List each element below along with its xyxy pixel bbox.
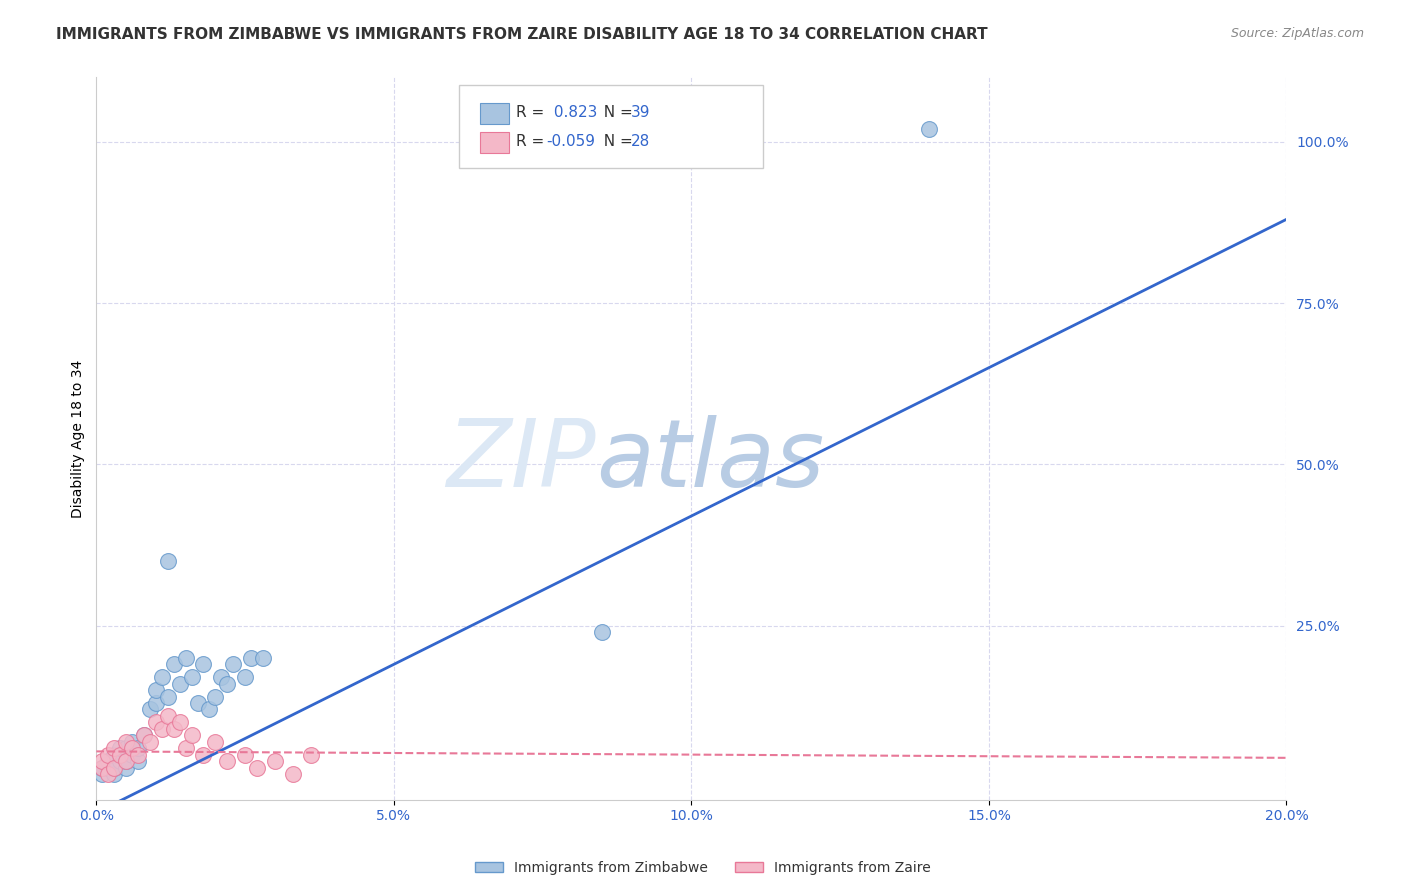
Point [240, 651, 263, 665]
Point [156, 690, 179, 704]
Point [174, 741, 197, 756]
Point [97, 760, 120, 774]
Point [591, 625, 613, 640]
Point [121, 735, 143, 749]
Text: R =: R = [516, 105, 550, 120]
FancyBboxPatch shape [460, 85, 763, 168]
Point [145, 696, 167, 710]
Point [193, 657, 215, 672]
Text: -0.059: -0.059 [546, 134, 595, 149]
Point [103, 747, 125, 762]
Point [103, 760, 125, 774]
Point [97, 754, 120, 768]
Point [139, 702, 162, 716]
Point [156, 709, 179, 723]
FancyBboxPatch shape [479, 132, 509, 153]
Point [145, 683, 167, 698]
Point [204, 690, 226, 704]
Point [252, 651, 274, 665]
Point [97, 767, 120, 781]
Point [169, 676, 191, 690]
Point [156, 554, 179, 568]
Point [91, 760, 114, 774]
Text: 0.823: 0.823 [548, 105, 598, 120]
Point [209, 670, 232, 684]
Point [150, 670, 173, 684]
Point [127, 754, 149, 768]
Point [103, 760, 125, 774]
Point [127, 741, 149, 756]
Point [103, 741, 125, 756]
Text: R =: R = [516, 134, 550, 149]
Point [163, 657, 186, 672]
Text: atlas: atlas [596, 415, 824, 506]
Text: IMMIGRANTS FROM ZIMBABWE VS IMMIGRANTS FROM ZAIRE DISABILITY AGE 18 TO 34 CORREL: IMMIGRANTS FROM ZIMBABWE VS IMMIGRANTS F… [56, 27, 988, 42]
Point [108, 747, 131, 762]
Point [233, 747, 256, 762]
Point [204, 735, 226, 749]
Point [91, 760, 114, 774]
Point [91, 767, 114, 781]
Text: 28: 28 [631, 134, 650, 149]
Point [91, 754, 114, 768]
Point [193, 747, 215, 762]
Point [132, 728, 155, 742]
Point [139, 735, 162, 749]
Point [222, 657, 245, 672]
Point [174, 651, 197, 665]
Text: N =: N = [593, 134, 637, 149]
Point [169, 715, 191, 730]
Point [103, 767, 125, 781]
Point [150, 722, 173, 736]
Point [163, 722, 186, 736]
Point [918, 122, 941, 136]
Point [115, 735, 138, 749]
Point [217, 676, 239, 690]
Point [246, 760, 269, 774]
Point [263, 754, 285, 768]
Point [121, 741, 143, 756]
Point [115, 741, 138, 756]
Point [217, 754, 239, 768]
Point [132, 728, 155, 742]
Point [299, 747, 322, 762]
Point [108, 741, 131, 756]
Text: Source: ZipAtlas.com: Source: ZipAtlas.com [1230, 27, 1364, 40]
Legend: Immigrants from Zimbabwe, Immigrants from Zaire: Immigrants from Zimbabwe, Immigrants fro… [470, 855, 936, 880]
Point [121, 747, 143, 762]
Point [180, 670, 202, 684]
Text: 39: 39 [631, 105, 650, 120]
Point [180, 728, 202, 742]
Point [115, 754, 138, 768]
Point [127, 747, 149, 762]
Point [281, 767, 304, 781]
Text: ZIP: ZIP [447, 415, 596, 506]
Point [233, 670, 256, 684]
FancyBboxPatch shape [479, 103, 509, 124]
Point [145, 715, 167, 730]
Point [186, 696, 208, 710]
Point [108, 754, 131, 768]
Point [115, 760, 138, 774]
Point [97, 747, 120, 762]
Text: N =: N = [593, 105, 637, 120]
Point [198, 702, 221, 716]
Y-axis label: Disability Age 18 to 34: Disability Age 18 to 34 [72, 359, 86, 517]
Point [115, 754, 138, 768]
